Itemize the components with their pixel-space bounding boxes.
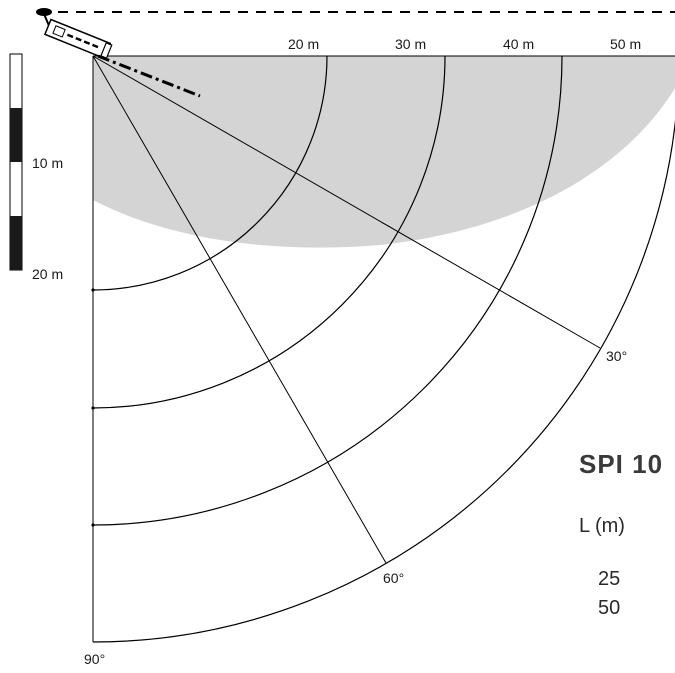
scale-label-20m: 20 m: [32, 266, 63, 282]
angle-label-90: 90°: [84, 651, 105, 667]
table-header-length: L (m): [579, 515, 625, 537]
distance-arc-20m: [92, 55, 328, 291]
distance-label-50m: 50 m: [610, 36, 641, 52]
angle-label-60: 60°: [383, 570, 404, 586]
camera-axis-dash-dot: [97, 54, 201, 98]
arc-tick-30m: [91, 406, 95, 410]
distance-label-40m: 40 m: [503, 36, 534, 52]
coverage-area: [93, 56, 675, 248]
scale-label-10m: 10 m: [32, 155, 63, 171]
table-row-value-2: 50: [598, 597, 620, 619]
distance-arc-50m: [92, 118, 675, 643]
vertical-scale-bar: [9, 53, 23, 271]
table-row-value-1: 25: [598, 568, 620, 590]
radial-line-30-degree: [92, 55, 601, 349]
arc-tick-40m: [91, 523, 95, 527]
arc-tick-20m: [91, 288, 95, 292]
distance-label-30m: 30 m: [395, 36, 426, 52]
distance-arc-40m: [92, 55, 563, 526]
distance-arc-30m: [92, 55, 446, 409]
angle-label-30: 30°: [606, 348, 627, 364]
product-model-title: SPI 10: [579, 449, 663, 479]
camera-icon: [36, 8, 113, 60]
radial-line-60-degree: [92, 55, 387, 564]
distance-label-20m: 20 m: [288, 36, 319, 52]
